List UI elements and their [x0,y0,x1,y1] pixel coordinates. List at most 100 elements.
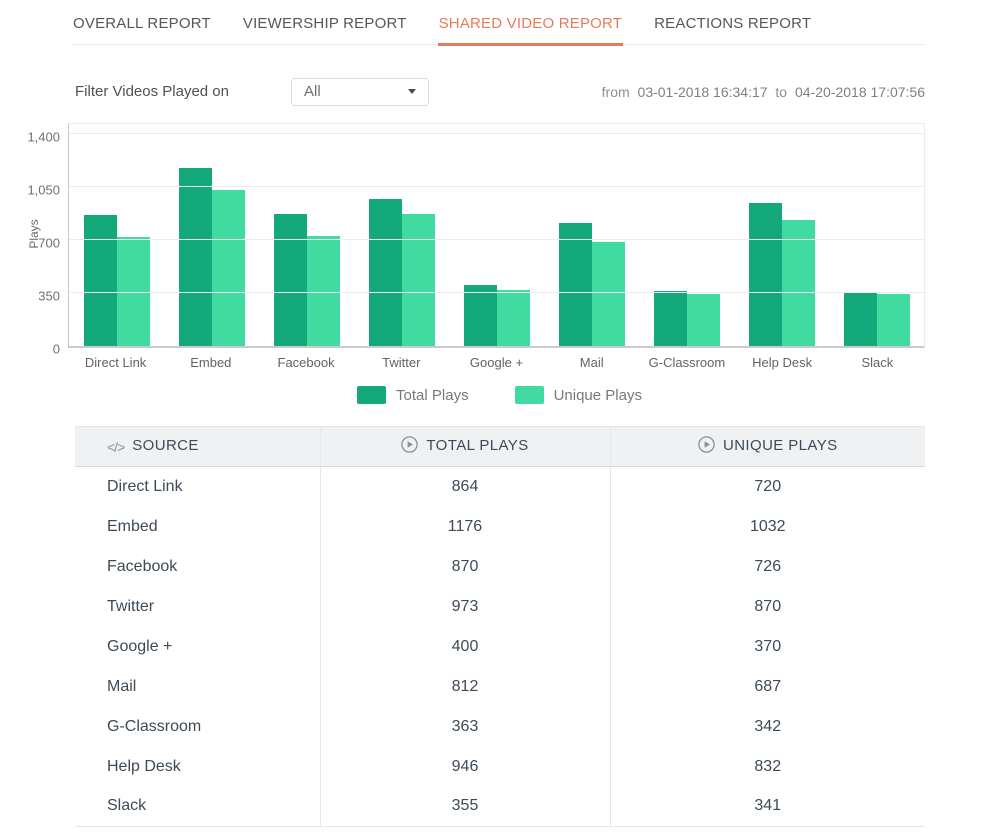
unique-plays-cell: 726 [754,557,782,575]
table-row: Slack 355 341 [75,786,925,827]
tab-viewership-report[interactable]: VIEWERSHIP REPORT [242,15,407,32]
total-plays-cell: 973 [320,586,611,627]
x-axis-labels: Direct Link Embed Facebook Twitter Google + M… [68,355,925,370]
bar-group [164,124,259,346]
bar [211,189,245,346]
date-to-value: 04-20-2018 17:07:56 [795,83,925,100]
unique-plays-cell: 870 [754,597,782,615]
legend-label: Unique Plays [553,386,642,404]
bar [653,291,687,346]
plot-area: 1,400 1,050 700 350 0 [27,123,925,357]
bar-group [734,124,829,346]
total-plays-cell: 812 [320,666,611,707]
plays-bar-chart: Plays 1,400 1,050 700 350 0 Direct Link Embed… [0,123,999,405]
unique-plays-cell: 370 [754,637,782,655]
bar [83,215,117,346]
play-circle-icon [698,436,715,457]
bar-group [354,124,449,346]
total-plays-cell: 400 [320,626,611,667]
table-body: Direct Link 864 720 Embed 1176 1032 Facebook 87… [75,466,925,827]
bar [876,294,910,346]
table-row: Direct Link 864 720 [75,466,925,507]
dropdown-selected-value: All [303,83,321,100]
total-plays-cell: 946 [320,746,611,787]
unique-plays-cell: 720 [754,477,782,495]
y-tick-label: 700 [38,235,60,251]
bar [748,202,782,346]
gridline [69,133,924,134]
bar-group [259,124,354,346]
filter-row: Filter Videos Played on All from 03-01-2… [75,77,929,106]
date-from-label: from [601,83,630,100]
bar-group [829,124,924,346]
total-plays-cell: 1176 [320,506,611,547]
total-plays-cell: 363 [320,706,611,747]
table-row: Facebook 870 726 [75,546,925,587]
play-circle-icon [401,436,419,457]
gridline [69,186,924,187]
tab-shared-video-report[interactable]: SHARED VIDEO REPORT [437,13,624,46]
table-row: Mail 812 687 [75,666,925,707]
column-header-label: UNIQUE PLAYS [722,437,838,454]
y-tick-label: 0 [52,341,60,357]
bar [843,292,877,346]
unique-plays-cell: 832 [754,757,782,775]
table-header: </> SOURCE TOTAL PLAYS UNIQUE PLAYS [75,426,925,467]
y-tick-label: 1,050 [27,182,60,198]
x-tick-label: Direct Link [84,355,147,370]
x-tick-label: Mail [579,355,604,370]
x-tick-label: Facebook [277,355,335,370]
bar-group [544,124,639,346]
platform-filter-dropdown[interactable]: All [290,77,429,106]
unique-plays-cell: 1032 [749,517,786,535]
bar [686,294,720,346]
source-cell: Google + [75,626,321,667]
unique-plays-cell: 342 [754,717,782,735]
source-cell: Help Desk [75,746,321,787]
gridline [69,239,924,240]
unique-plays-cell: 687 [754,677,782,695]
column-header: UNIQUE PLAYS [610,426,925,467]
y-axis-title: Plays [27,219,41,249]
table-row: Embed 1176 1032 [75,506,925,547]
report-tabs: OVERALL REPORT VIEWERSHIP REPORT SHARED VI… [72,0,925,46]
total-plays-cell: 870 [320,546,611,587]
date-from-value: 03-01-2018 16:34:17 [637,83,768,100]
source-cell: Mail [75,666,321,707]
legend-label: Total Plays [396,386,469,404]
bar [178,167,212,346]
legend-item[interactable]: Unique Plays [514,386,642,404]
bar [781,220,815,346]
x-tick-label: Slack [861,355,894,370]
column-header: TOTAL PLAYS [320,426,611,467]
x-tick-label: G-Classroom [648,355,726,370]
bar [591,242,625,346]
filter-label: Filter Videos Played on [75,83,229,100]
source-cell: Slack [75,786,321,827]
legend-swatch [514,386,544,404]
y-tick-label: 1,400 [27,129,60,145]
bar [558,223,592,346]
gridline [69,292,924,293]
bar [273,214,307,346]
tab-reactions-report[interactable]: REACTIONS REPORT [654,15,812,32]
date-range: from 03-01-2018 16:34:17 to 04-20-2018 1… [602,84,929,100]
bar [306,236,340,346]
tab-overall-report[interactable]: OVERALL REPORT [73,15,211,32]
bar-groups [69,124,924,346]
bar [496,290,530,346]
chart-legend: Total Plays Unique Plays [0,385,999,405]
bar-group [639,124,734,346]
source-cell: Direct Link [75,466,321,507]
x-tick-label: Twitter [382,355,421,370]
bar [401,214,435,346]
legend-item[interactable]: Total Plays [357,386,469,404]
table-row: Twitter 973 870 [75,586,925,627]
code-icon: </> [107,438,125,455]
bar-group [449,124,544,346]
chevron-down-icon [407,89,416,94]
column-header-label: SOURCE [132,436,199,454]
source-cell: Twitter [75,586,321,627]
total-plays-cell: 864 [320,466,611,507]
x-tick-label: Google + [469,355,524,370]
